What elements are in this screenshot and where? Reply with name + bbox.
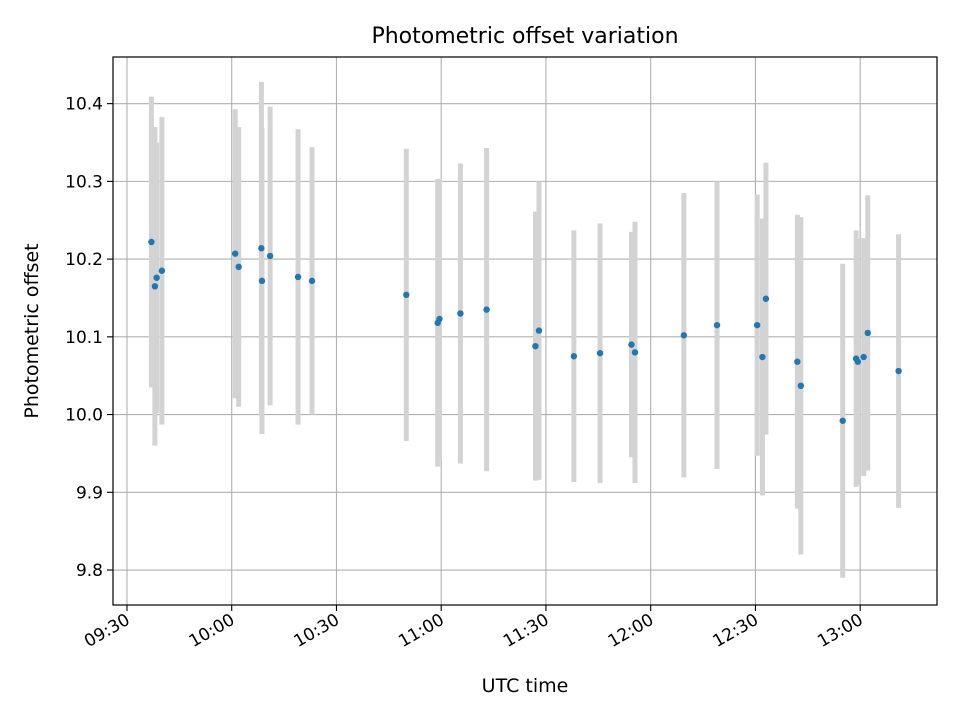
chart-title: Photometric offset variation bbox=[371, 24, 678, 49]
point-layer bbox=[148, 238, 902, 424]
y-tick-label: 10.2 bbox=[65, 250, 103, 270]
data-point bbox=[839, 417, 846, 424]
x-axis-label: UTC time bbox=[482, 675, 569, 697]
y-tick-label: 10.0 bbox=[65, 406, 103, 426]
data-point bbox=[258, 277, 266, 285]
data-point bbox=[713, 321, 721, 329]
data-point bbox=[294, 273, 302, 281]
data-point bbox=[232, 250, 239, 257]
data-point bbox=[797, 382, 805, 389]
data-point bbox=[759, 353, 766, 361]
data-point bbox=[753, 321, 761, 329]
data-point bbox=[483, 306, 490, 313]
y-tick-label: 10.1 bbox=[65, 328, 103, 348]
data-point bbox=[436, 315, 443, 323]
data-point bbox=[151, 283, 159, 290]
data-point bbox=[457, 310, 464, 317]
y-tick-label: 10.3 bbox=[65, 172, 103, 192]
y-tick-label: 10.4 bbox=[65, 95, 103, 115]
data-point bbox=[895, 367, 902, 375]
data-point bbox=[158, 267, 166, 274]
data-point bbox=[532, 342, 539, 350]
data-point bbox=[762, 295, 770, 302]
y-tick-label: 9.9 bbox=[76, 483, 103, 503]
data-point bbox=[535, 327, 543, 334]
data-point bbox=[596, 349, 604, 357]
data-point bbox=[860, 353, 867, 361]
data-point bbox=[308, 277, 316, 285]
plot-frame bbox=[112, 56, 938, 606]
y-tick-label: 9.8 bbox=[76, 561, 103, 581]
data-point bbox=[153, 274, 160, 281]
data-point bbox=[628, 341, 635, 348]
data-point bbox=[680, 332, 688, 339]
data-point bbox=[235, 263, 242, 271]
data-point bbox=[854, 358, 862, 365]
data-point bbox=[864, 329, 871, 337]
data-point bbox=[631, 349, 639, 356]
data-point bbox=[258, 245, 265, 252]
data-point bbox=[266, 252, 274, 260]
data-point bbox=[403, 291, 410, 299]
y-axis-label: Photometric offset bbox=[21, 243, 43, 418]
data-point bbox=[570, 353, 578, 360]
data-point bbox=[794, 358, 801, 365]
data-point bbox=[148, 238, 155, 246]
